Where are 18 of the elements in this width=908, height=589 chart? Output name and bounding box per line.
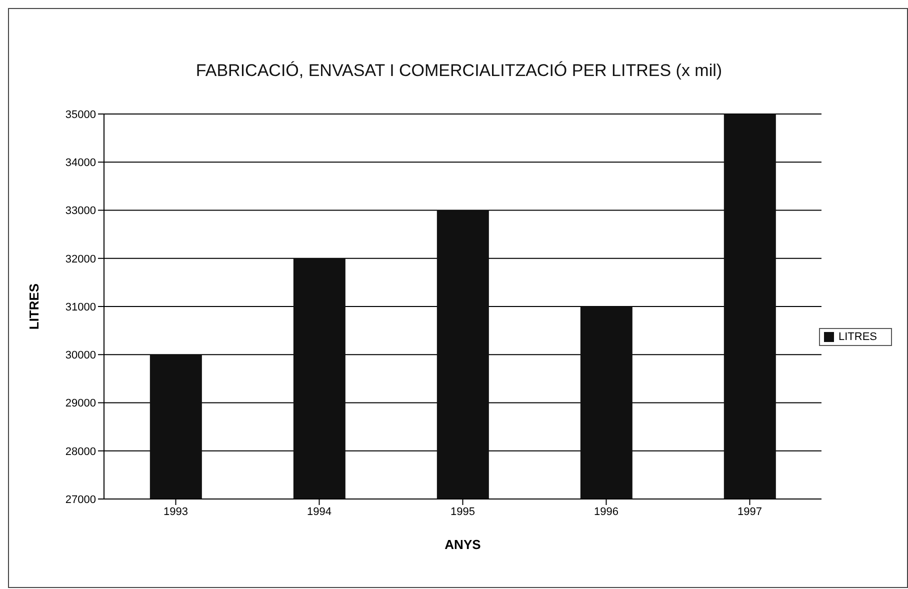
y-tick-label: 31000 bbox=[65, 301, 96, 314]
y-axis-title: LITRES bbox=[26, 283, 42, 330]
y-tick-label: 28000 bbox=[65, 446, 96, 458]
y-tick-label: 30000 bbox=[65, 350, 96, 362]
y-tick-label: 33000 bbox=[65, 205, 96, 218]
x-tick-label: 1993 bbox=[164, 506, 188, 518]
legend-label: LITRES bbox=[838, 330, 877, 342]
y-tick-label: 32000 bbox=[65, 253, 96, 266]
y-tick-label: 35000 bbox=[65, 108, 96, 121]
chart-title: FABRICACIÓ, ENVASAT I COMERCIALITZACIÓ PER LITRES (x mil) bbox=[194, 61, 724, 81]
x-tick-label: 1995 bbox=[450, 506, 475, 518]
x-axis-title: ANYS bbox=[444, 537, 482, 552]
y-tick-label: 27000 bbox=[65, 494, 96, 506]
x-tick-label: 1994 bbox=[307, 506, 332, 518]
x-tick-label: 1996 bbox=[594, 506, 618, 518]
y-tick-label: 29000 bbox=[65, 398, 96, 410]
x-tick-label: 1997 bbox=[737, 506, 762, 518]
y-tick-label: 34000 bbox=[65, 157, 96, 170]
